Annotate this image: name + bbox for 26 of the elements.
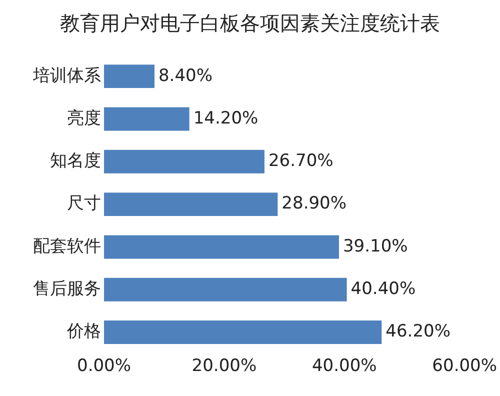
data-label: 46.20%	[386, 322, 450, 342]
chart-title: 教育用户对电子白板各项因素关注度统计表	[59, 10, 441, 37]
x-tick-label: 40.00%	[312, 356, 377, 376]
x-tick-label: 20.00%	[192, 356, 257, 376]
bar	[104, 150, 264, 174]
bar	[104, 64, 154, 88]
data-label: 8.40%	[158, 66, 212, 86]
y-tick-label: 配套软件	[33, 236, 101, 256]
y-tick-label: 尺寸	[67, 194, 101, 214]
data-label: 26.70%	[268, 151, 334, 172]
data-label: 39.10%	[342, 236, 408, 256]
x-tick-label: 60.00%	[432, 356, 498, 376]
data-label: 28.90%	[282, 194, 347, 214]
bar	[104, 320, 382, 344]
data-label: 14.20%	[193, 108, 258, 128]
bar	[104, 107, 190, 131]
y-tick-label: 亮度	[67, 108, 101, 128]
x-tick-label: 0.00%	[76, 356, 132, 376]
data-label: 40.40%	[350, 279, 416, 300]
y-tick-label: 售后服务	[33, 279, 101, 300]
y-tick-label: 价格	[66, 322, 101, 342]
bar	[104, 235, 339, 259]
y-tick-label: 培训体系	[32, 66, 101, 86]
y-tick-label: 知名度	[50, 151, 101, 172]
bar	[104, 278, 347, 302]
bar	[104, 192, 278, 216]
